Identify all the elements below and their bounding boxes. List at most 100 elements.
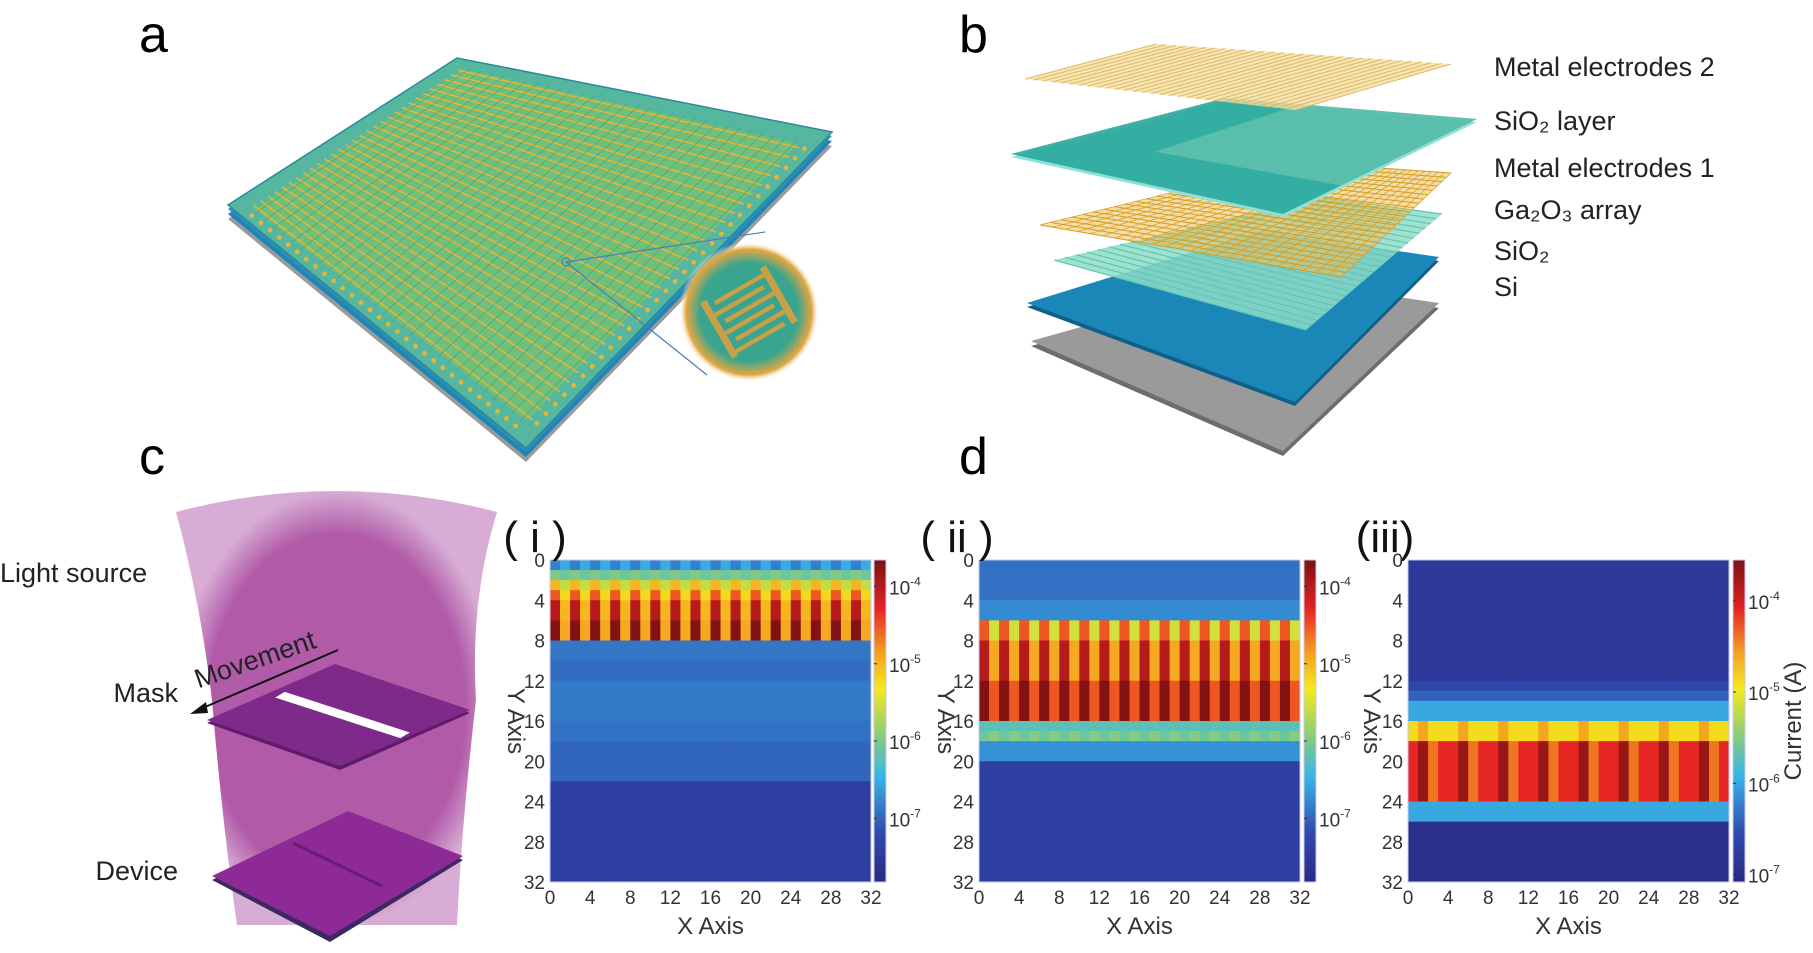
heatmap-cell: [680, 741, 691, 782]
heatmap-cell: [1099, 761, 1110, 883]
electrode-line: [1315, 171, 1439, 273]
heatmap-cell: [1538, 741, 1549, 802]
heatmap-cell: [1239, 741, 1251, 762]
heatmap-cell: [800, 781, 812, 883]
heatmap-cell: [1478, 680, 1489, 692]
heatmap-cell: [1129, 721, 1140, 732]
contact-pad: [504, 416, 509, 421]
heatmap-cell: [670, 620, 681, 641]
heatmap-cell: [1019, 600, 1030, 621]
heatmap-cell: [600, 781, 611, 883]
heatmap-cell: [720, 560, 732, 571]
heatmap-cell: [1688, 700, 1700, 722]
heatmap-cell: [1089, 731, 1100, 742]
heatmap-cell: [1698, 741, 1710, 802]
electrode-finger: [734, 321, 786, 354]
electrode-line: [1213, 57, 1363, 102]
electrode-line: [1290, 170, 1426, 269]
y-tick-label: 28: [953, 833, 974, 854]
heatmap-cell: [1099, 741, 1110, 762]
plot-frame: [549, 559, 872, 883]
heatmap-cell: [1149, 680, 1161, 722]
heatmap-cell: [979, 741, 990, 762]
heatmap-cell: [860, 560, 872, 571]
heatmap-cell: [1468, 721, 1479, 742]
heatmap-cell: [580, 721, 591, 742]
heatmap-cell: [1688, 821, 1700, 883]
colorbar-tick-label: 10-6: [889, 729, 921, 754]
electrode-line: [1267, 61, 1422, 108]
heatmap-cell: [1488, 801, 1499, 823]
heatmap-cell: [1209, 560, 1221, 601]
heatmap-cell: [1219, 560, 1231, 601]
heatmap-cell: [1129, 640, 1140, 682]
heatmap-cell: [790, 680, 802, 722]
heatmap-cell: [1209, 761, 1221, 883]
heatmap-cell: [560, 600, 571, 621]
heatmap-cell: [1059, 761, 1070, 883]
heatmap-cell: [1658, 700, 1670, 722]
heatmap-cell: [1648, 821, 1660, 883]
heatmap-cell: [1638, 700, 1650, 722]
heatmap-cell: [1618, 741, 1630, 802]
heatmap-cell: [1718, 560, 1730, 682]
heatmap-cell: [1548, 680, 1559, 692]
heatmap-cell: [1119, 640, 1130, 682]
heatmap-cell: [1668, 690, 1680, 702]
array-grid-line: [1108, 246, 1335, 307]
heatmap-cell: [640, 680, 651, 722]
contact-pad: [746, 203, 752, 209]
colorbar: [1732, 559, 1746, 883]
y-tick-label: 16: [1382, 712, 1403, 733]
heatmap-cell: [680, 620, 691, 641]
heatmap-cell: [1708, 560, 1720, 682]
heatmap-cell: [670, 580, 681, 591]
heatmap-cell: [1508, 680, 1519, 692]
heatmap-cell: [640, 721, 651, 742]
heatmap-cell: [710, 580, 722, 591]
heatmap-cell: [1029, 721, 1040, 732]
heatmap-cell: [1109, 560, 1120, 601]
heatmap-cell: [1688, 690, 1700, 702]
heatmap-cell: [620, 741, 631, 782]
x-tick-label: 32: [1289, 888, 1310, 909]
heatmap-cell: [710, 660, 722, 682]
heatmap-cell: [570, 600, 581, 621]
heatmap-cell: [730, 600, 742, 621]
heatmap-cell: [850, 600, 862, 621]
heatmap-cell: [1189, 741, 1201, 762]
heatmap-cell: [680, 560, 691, 571]
heatmap-cell: [1239, 721, 1251, 732]
heatmap-cell: [730, 590, 742, 601]
heatmap-cell: [1079, 620, 1090, 641]
interdigital-electrode-icon: [700, 265, 798, 359]
electrode-line: [255, 68, 471, 214]
heatmap-cell: [1648, 680, 1660, 692]
plot-frame: [1407, 559, 1730, 883]
heatmap-cell: [820, 600, 832, 621]
heatmap-cell: [1039, 741, 1050, 762]
heatmap-cell: [790, 560, 802, 571]
heatmap-cell: [1508, 560, 1519, 682]
heatmap-cell: [800, 590, 812, 601]
heatmap-cell: [1179, 640, 1191, 682]
electrode-line: [450, 74, 790, 158]
heatmap-cell: [680, 660, 691, 682]
heatmap-cell: [1139, 741, 1151, 762]
heatmap-cell: [670, 660, 681, 682]
y-tick-label: 0: [1392, 551, 1403, 572]
contact-pad: [728, 222, 733, 227]
heatmap-cell: [1628, 741, 1640, 802]
heatmap-cell: [1618, 690, 1630, 702]
heatmap-cell: [860, 570, 872, 581]
heatmap-cell: [1049, 741, 1060, 762]
heatmap-cell: [1628, 560, 1640, 682]
heatmap-cell: [1538, 801, 1549, 823]
heatmap-cell: [780, 660, 792, 682]
heatmap-cell: [1598, 801, 1610, 823]
heatmap-cell: [1259, 721, 1271, 732]
heatmap-cell: [1608, 821, 1620, 883]
y-tick-label: 24: [953, 793, 975, 814]
